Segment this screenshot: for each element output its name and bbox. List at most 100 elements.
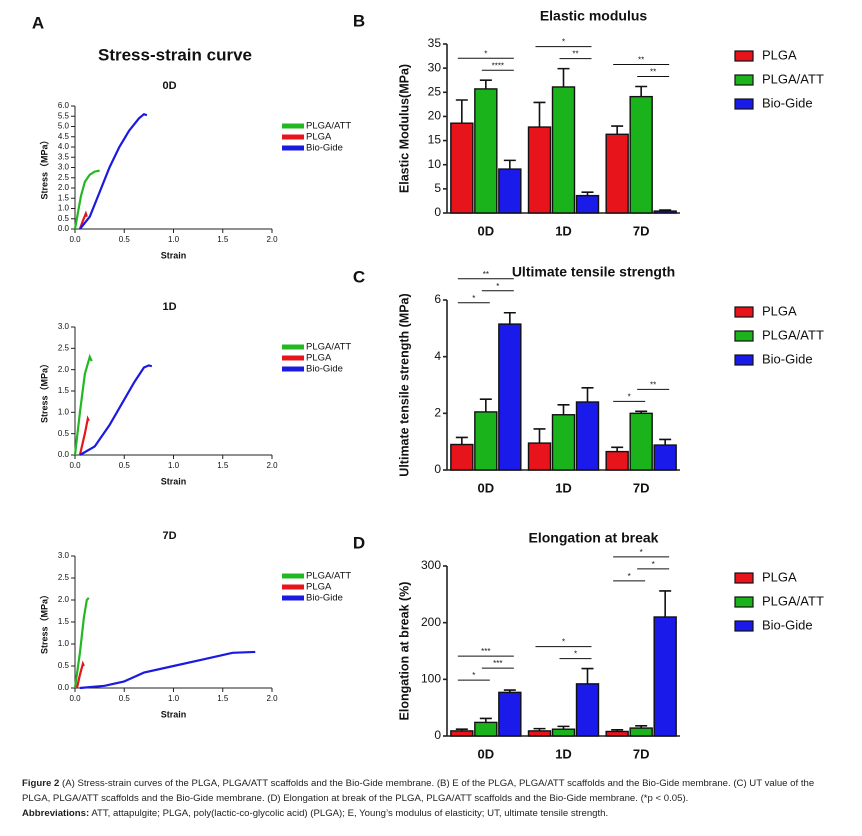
bar <box>551 414 576 471</box>
x-tick-label: 0.0 <box>69 461 81 470</box>
bar <box>450 443 474 471</box>
y-tick-label: 20 <box>428 109 442 123</box>
chart-title: 0D <box>162 80 176 92</box>
chart-title: Ultimate tensile strength <box>512 264 675 280</box>
y-tick-label: 1.5 <box>58 617 70 626</box>
legend-swatch <box>734 306 754 318</box>
significance-label: * <box>628 392 631 401</box>
x-tick-label: 0D <box>478 223 495 238</box>
error-bar <box>611 446 624 452</box>
error-bar <box>611 125 624 135</box>
bar <box>605 450 629 471</box>
x-tick-label: 2.0 <box>266 461 278 470</box>
bar <box>605 133 629 214</box>
error-bar <box>557 67 570 87</box>
x-tick-label: 0D <box>478 480 495 495</box>
error-bar <box>557 404 570 415</box>
y-tick-label: 35 <box>428 36 442 50</box>
y-tick-label: 100 <box>421 672 441 686</box>
error-bar <box>533 101 546 128</box>
x-tick-label: 0D <box>478 746 495 761</box>
line-series <box>79 650 256 690</box>
legend-swatch <box>734 50 754 62</box>
significance-label: ** <box>650 68 656 77</box>
significance-label: **** <box>492 61 504 70</box>
x-tick-label: 0.0 <box>69 235 81 244</box>
bar <box>450 122 474 214</box>
legend-swatch <box>734 620 754 632</box>
x-tick-label: 1.0 <box>168 235 180 244</box>
significance-label: *** <box>493 659 502 668</box>
y-tick-label: 3.5 <box>58 152 70 161</box>
y-axis-label: Stress（MPa） <box>39 135 49 199</box>
x-axis-label: Strain <box>161 709 187 719</box>
group-title: Stress-strain curve <box>98 45 252 64</box>
bar <box>498 323 522 471</box>
abbreviations-label: Abbreviations: <box>22 808 90 819</box>
legend-label: Bio-Gide <box>306 143 343 154</box>
y-tick-label: 0 <box>434 205 441 219</box>
y-tick-label: 10 <box>428 157 442 171</box>
error-bar <box>479 79 492 89</box>
legend-label: PLGA/ATT <box>306 342 351 353</box>
x-tick-label: 1.0 <box>168 694 180 703</box>
bar <box>474 411 498 471</box>
y-tick-label: 200 <box>421 615 441 629</box>
significance-label: *** <box>481 647 490 656</box>
significance-label: ** <box>572 50 578 59</box>
caption: Figure 2 (A) Stress-strain curves of the… <box>22 776 842 821</box>
bar <box>653 210 677 214</box>
y-tick-label: 0 <box>434 462 441 476</box>
x-tick-label: 7D <box>633 746 650 761</box>
x-tick-label: 1D <box>555 223 572 238</box>
legend-label: Bio-Gide <box>762 95 813 110</box>
y-tick-label: 1.5 <box>58 386 70 395</box>
line-series <box>79 364 153 456</box>
error-bar <box>503 159 516 170</box>
bar <box>474 88 498 214</box>
chart-title: 1D <box>162 301 176 313</box>
significance-label: ** <box>638 56 644 65</box>
y-tick-label: 25 <box>428 84 442 98</box>
error-bar <box>635 85 648 97</box>
y-tick-label: 15 <box>428 133 442 147</box>
bar <box>551 728 576 737</box>
x-tick-label: 1.5 <box>217 694 229 703</box>
bar <box>474 721 498 737</box>
y-tick-label: 2.0 <box>58 595 70 604</box>
legend-label: PLGA <box>306 353 332 364</box>
x-tick-label: 2.0 <box>266 235 278 244</box>
bar <box>527 126 552 214</box>
legend-label: PLGA/ATT <box>762 593 824 608</box>
error-bar <box>479 398 492 412</box>
significance-label: * <box>652 560 655 569</box>
y-tick-label: 4.0 <box>58 142 70 151</box>
legend-swatch <box>734 596 754 608</box>
legend-swatch <box>734 572 754 584</box>
legend-label: PLGA/ATT <box>762 71 824 86</box>
legend-swatch <box>734 98 754 110</box>
bar <box>575 683 600 737</box>
line-series <box>75 660 85 689</box>
y-axis-label: Elongation at break (%) <box>397 582 411 721</box>
y-tick-label: 2.0 <box>58 365 70 374</box>
legend-swatch <box>734 74 754 86</box>
y-tick-label: 1.0 <box>58 407 70 416</box>
y-tick-label: 30 <box>428 60 442 74</box>
bar <box>653 616 677 737</box>
significance-label: * <box>574 650 577 659</box>
legend-label: Bio-Gide <box>306 364 343 375</box>
y-tick-label: 4 <box>434 349 441 363</box>
y-tick-label: 5.0 <box>58 122 70 131</box>
error-bar <box>659 438 672 446</box>
caption-text: (A) Stress-strain curves of the PLGA, PL… <box>22 778 815 804</box>
error-bar <box>455 99 468 124</box>
x-axis-label: Strain <box>161 250 187 260</box>
line-series <box>79 112 148 230</box>
error-bar <box>581 387 594 402</box>
y-tick-label: 3.0 <box>58 551 70 560</box>
bar <box>653 444 677 471</box>
y-tick-label: 0.0 <box>58 450 70 459</box>
y-tick-label: 2.5 <box>58 343 70 352</box>
y-axis-label: Elastic Modulus(MPa) <box>397 64 411 193</box>
